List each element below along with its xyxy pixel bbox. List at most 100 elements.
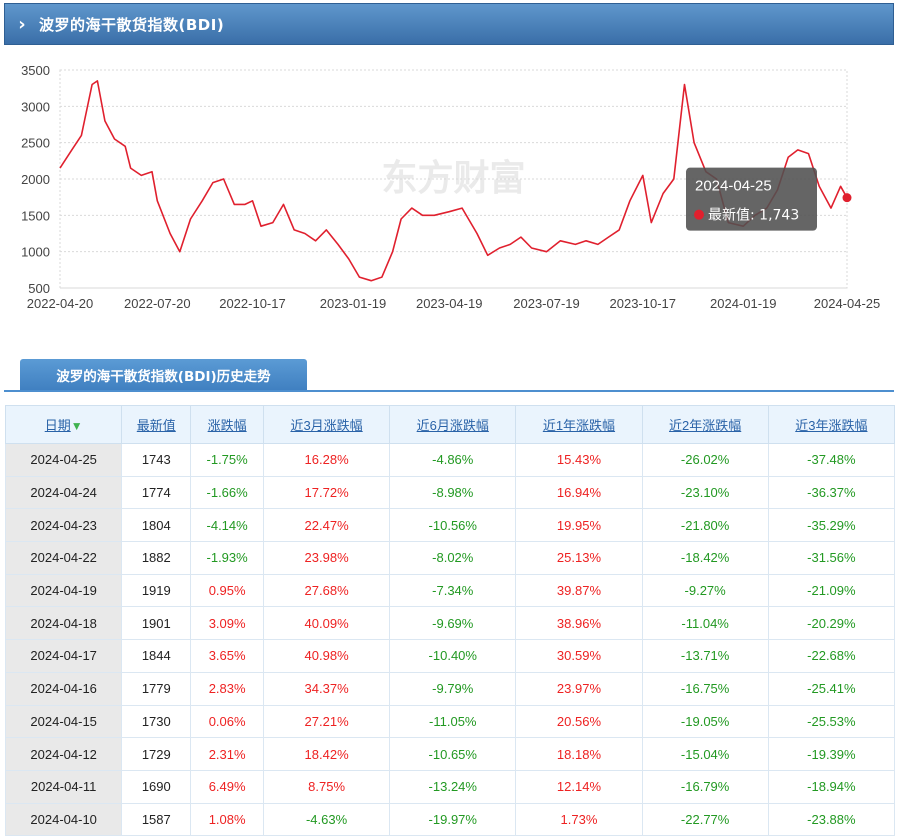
date-cell: 2024-04-15 <box>4 704 123 739</box>
change-cell: -7.34% <box>389 573 517 608</box>
change-cell: -36.37% <box>767 475 896 510</box>
history-table: 日期▼ 最新值 涨跌幅 近3月涨跌幅 近6月涨跌幅 近1年涨跌幅 近2年涨跌幅 近3年涨跌幅 … <box>4 405 896 836</box>
change-cell: 15.43% <box>515 443 643 477</box>
change-cell: 1.08% <box>190 802 264 836</box>
bdi-line-chart-svg: 东方财富 500 1000 1500 2000 2500 3000 3500 2022-04-2… <box>21 63 881 311</box>
date-cell: 2024-04-11 <box>4 769 123 804</box>
change-cell: -10.65% <box>389 737 517 771</box>
change-cell: 3.65% <box>190 639 264 673</box>
table-header-row: 日期▼ 最新值 涨跌幅 近3月涨跌幅 近6月涨跌幅 近1年涨跌幅 近2年涨跌幅 近3年涨跌幅 <box>4 405 896 444</box>
change-cell: -18.94% <box>767 769 896 804</box>
table-row: 2024-04-12 1729 2.31% 18.42% -10.65% 18.18% -1… <box>4 737 896 771</box>
value-cell: 1844 <box>121 639 192 673</box>
change-cell: -21.80% <box>641 508 769 543</box>
change-cell: 18.42% <box>262 737 391 771</box>
change-cell: 23.98% <box>262 541 391 575</box>
column-header[interactable]: 近3月涨跌幅 <box>262 405 391 444</box>
change-cell: -19.97% <box>389 802 517 836</box>
change-cell: 16.28% <box>262 443 391 477</box>
change-cell: 30.59% <box>515 639 643 673</box>
change-cell: 27.68% <box>262 573 391 608</box>
change-cell: -31.56% <box>767 541 896 575</box>
x-tick-label: 2023-10-17 <box>610 296 677 311</box>
sort-down-arrow-icon[interactable]: ▼ <box>70 419 83 433</box>
change-cell: 25.13% <box>515 541 643 575</box>
date-cell: 2024-04-10 <box>4 802 123 836</box>
table-row: 2024-04-16 1779 2.83% 34.37% -9.79% 23.97% -16… <box>4 671 896 706</box>
table-row: 2024-04-25 1743 -1.75% 16.28% -4.86% 15.43% -2… <box>4 443 896 477</box>
change-cell: 19.95% <box>515 508 643 543</box>
column-header[interactable]: 最新值 <box>121 405 192 444</box>
change-cell: -1.93% <box>190 541 264 575</box>
date-cell: 2024-04-16 <box>4 671 123 706</box>
value-cell: 1882 <box>121 541 192 575</box>
change-cell: -13.71% <box>641 639 769 673</box>
table-body: 2024-04-25 1743 -1.75% 16.28% -4.86% 15.43% -2… <box>4 443 896 836</box>
section-header: › 波罗的海干散货指数(BDI) <box>4 3 894 45</box>
y-tick-label: 2000 <box>21 172 50 187</box>
change-cell: -8.02% <box>389 541 517 575</box>
tab-bdi-history[interactable]: 波罗的海干散货指数(BDI)历史走势 <box>20 359 307 391</box>
value-cell: 1779 <box>121 671 192 706</box>
change-cell: -8.98% <box>389 475 517 510</box>
change-cell: 2.31% <box>190 737 264 771</box>
y-tick-label: 3500 <box>21 63 50 78</box>
tooltip-date: 2024-04-25 <box>695 178 772 195</box>
value-cell: 1743 <box>121 443 192 477</box>
table-row: 2024-04-15 1730 0.06% 27.21% -11.05% 20.56% -1… <box>4 704 896 739</box>
change-cell: -25.41% <box>767 671 896 706</box>
table-row: 2024-04-24 1774 -1.66% 17.72% -8.98% 16.94% -2… <box>4 475 896 510</box>
column-header[interactable]: 涨跌幅 <box>190 405 264 444</box>
x-tick-label: 2023-04-19 <box>416 296 483 311</box>
change-cell: -11.05% <box>389 704 517 739</box>
change-cell: 40.98% <box>262 639 391 673</box>
table-row: 2024-04-17 1844 3.65% 40.98% -10.40% 30.59% -1… <box>4 639 896 673</box>
change-cell: -10.56% <box>389 508 517 543</box>
column-header[interactable]: 日期▼ <box>4 405 123 444</box>
y-tick-label: 3000 <box>21 99 50 114</box>
value-cell: 1730 <box>121 704 192 739</box>
change-cell: 18.18% <box>515 737 643 771</box>
change-cell: -11.04% <box>641 606 769 641</box>
bdi-chart: 东方财富 500 1000 1500 2000 2500 3000 3500 2022-04-2… <box>0 50 900 320</box>
column-header[interactable]: 近3年涨跌幅 <box>767 405 896 444</box>
y-tick-label: 2500 <box>21 136 50 151</box>
value-cell: 1729 <box>121 737 192 771</box>
change-cell: -10.40% <box>389 639 517 673</box>
chevron-right-icon[interactable]: › <box>18 13 26 35</box>
change-cell: -37.48% <box>767 443 896 477</box>
x-tick-label: 2024-04-25 <box>814 296 881 311</box>
date-cell: 2024-04-17 <box>4 639 123 673</box>
section-title: 波罗的海干散货指数(BDI) <box>39 15 225 34</box>
tab-underline <box>4 390 894 392</box>
column-header[interactable]: 近1年涨跌幅 <box>515 405 643 444</box>
change-cell: -22.68% <box>767 639 896 673</box>
change-cell: -4.86% <box>389 443 517 477</box>
change-cell: -16.75% <box>641 671 769 706</box>
column-header[interactable]: 近2年涨跌幅 <box>641 405 769 444</box>
change-cell: -18.42% <box>641 541 769 575</box>
change-cell: 27.21% <box>262 704 391 739</box>
change-cell: -25.53% <box>767 704 896 739</box>
x-tick-label: 2022-10-17 <box>219 296 286 311</box>
change-cell: 0.95% <box>190 573 264 608</box>
change-cell: 39.87% <box>515 573 643 608</box>
column-header[interactable]: 近6月涨跌幅 <box>389 405 517 444</box>
table-row: 2024-04-19 1919 0.95% 27.68% -7.34% 39.87% -9.… <box>4 573 896 608</box>
change-cell: -4.14% <box>190 508 264 543</box>
change-cell: 17.72% <box>262 475 391 510</box>
table-row: 2024-04-18 1901 3.09% 40.09% -9.69% 38.96% -11… <box>4 606 896 641</box>
change-cell: 16.94% <box>515 475 643 510</box>
change-cell: -9.27% <box>641 573 769 608</box>
change-cell: -4.63% <box>262 802 391 836</box>
x-tick-label: 2022-04-20 <box>27 296 94 311</box>
date-cell: 2024-04-18 <box>4 606 123 641</box>
x-tick-label: 2023-01-19 <box>320 296 387 311</box>
table-row: 2024-04-23 1804 -4.14% 22.47% -10.56% 19.95% -… <box>4 508 896 543</box>
change-cell: -23.88% <box>767 802 896 836</box>
x-tick-label: 2022-07-20 <box>124 296 191 311</box>
change-cell: 3.09% <box>190 606 264 641</box>
chart-watermark: 东方财富 <box>381 157 525 199</box>
change-cell: 40.09% <box>262 606 391 641</box>
date-cell: 2024-04-22 <box>4 541 123 575</box>
